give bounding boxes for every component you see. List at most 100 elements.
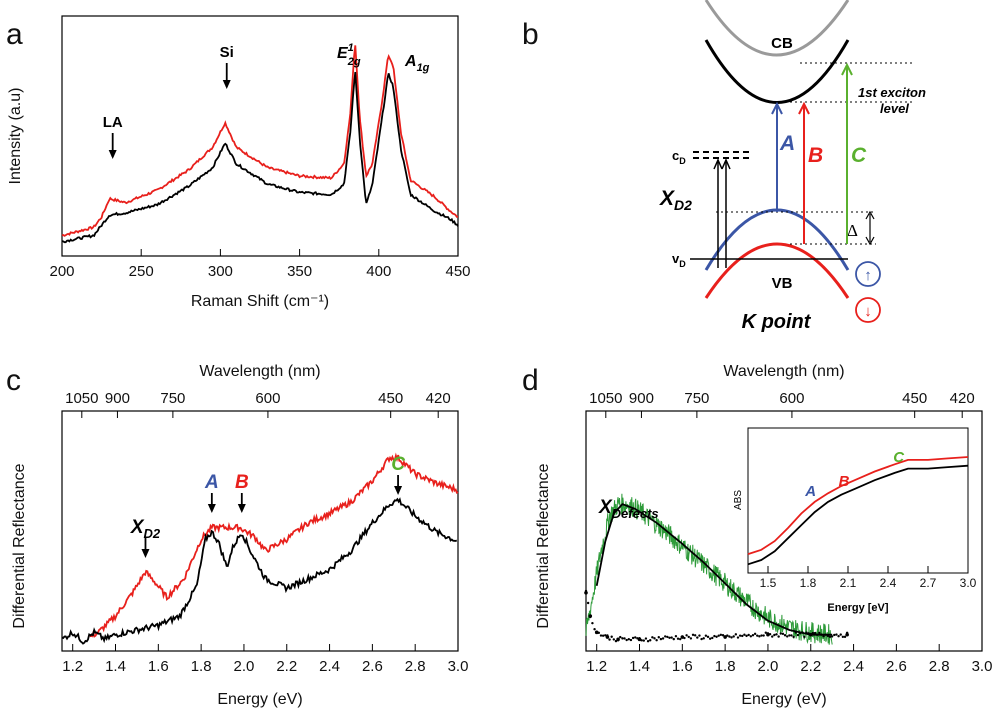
data-point: [798, 631, 802, 635]
y-axis-title: Differential Reflectance: [535, 463, 552, 628]
data-point: [700, 637, 703, 641]
data-point: [792, 635, 795, 639]
delta-label: Δ: [847, 221, 858, 240]
transition-a-head: [771, 101, 783, 115]
x-tick-label: 2.0: [234, 658, 255, 675]
x-tick-label: 250: [129, 263, 154, 280]
top-tick-label: 1050: [589, 390, 622, 407]
peak-label-a1g: A1g: [404, 53, 430, 74]
data-point: [708, 637, 712, 640]
data-point: [738, 634, 742, 637]
top-tick-label: 750: [160, 390, 185, 407]
annotation-main: X: [130, 517, 145, 538]
data-point: [775, 633, 778, 636]
x-ticks: 1.2 1.4 1.6 1.8 2.0 2.2 2.4 2.6 2.8 3.0: [586, 644, 992, 675]
x-tick-label: 1.4: [629, 658, 650, 675]
data-point: [813, 631, 817, 635]
data-point: [777, 635, 780, 638]
top-axis-title: Wavelength (nm): [199, 363, 320, 380]
exciton-label-line2: level: [880, 101, 909, 116]
k-point-label: K point: [742, 311, 812, 333]
cd-label-main: c: [672, 148, 679, 163]
xd2-arrow-2-head: [721, 158, 731, 170]
top-tick-label: 600: [255, 390, 280, 407]
series-line: [747, 456, 969, 555]
valence-band-red: [704, 242, 850, 299]
data-point: [693, 634, 697, 637]
data-point: [589, 615, 592, 619]
data-point: [822, 635, 825, 638]
data-point: [760, 634, 763, 637]
data-point: [625, 638, 628, 642]
data-point: [666, 635, 669, 639]
xd2-diagram-sub: D2: [674, 197, 692, 213]
data-point: [835, 633, 838, 636]
series-line: [595, 503, 833, 636]
top-tick-label: 1050: [65, 390, 98, 407]
peak-annotation-label: A: [204, 472, 219, 493]
panel-letter-c: c: [6, 364, 21, 397]
data-point: [779, 632, 782, 635]
data-point: [595, 630, 598, 634]
data-point: [685, 634, 688, 637]
band-diagram: CB 1st exciton level Δ VB cD vD XD2 A B: [659, 0, 926, 333]
x-tick-label: 3.0: [960, 576, 977, 590]
x-tick-label: 1.8: [715, 658, 736, 675]
data-point: [826, 634, 830, 638]
data-point: [726, 634, 729, 637]
data-point: [781, 632, 785, 636]
inset-y-axis-title: ABS: [733, 490, 744, 510]
data-point: [820, 633, 823, 636]
x-tick-label: 400: [366, 263, 391, 280]
data-point: [803, 635, 806, 639]
data-point: [824, 633, 827, 636]
data-point: [696, 636, 699, 639]
inset-x-axis-title: Energy [eV]: [827, 602, 888, 614]
vd-label-main: v: [672, 251, 680, 266]
x-tick-label: 1.4: [105, 658, 126, 675]
data-point: [612, 638, 616, 641]
x-tick-label: 350: [287, 263, 312, 280]
x-tick-label: 1.5: [760, 576, 777, 590]
data-point: [631, 636, 635, 640]
peak-arrow-head: [207, 504, 216, 513]
data-point: [745, 634, 748, 638]
data-point: [756, 634, 759, 637]
data-point: [672, 637, 675, 641]
data-point: [815, 633, 819, 636]
top-tick-label: 420: [950, 390, 975, 407]
data-point: [749, 635, 753, 638]
data-point: [764, 631, 768, 634]
data-point: [651, 636, 654, 639]
y-axis-title: Differential Reflectance: [11, 463, 28, 628]
data-point: [719, 633, 723, 637]
data-point: [636, 637, 639, 640]
data-point: [771, 635, 774, 638]
x-tick-label: 2.4: [843, 658, 864, 675]
data-point: [811, 631, 815, 635]
exciton-label-line1: 1st exciton: [858, 85, 926, 100]
data-point: [698, 634, 701, 637]
data-point: [687, 635, 690, 639]
data-point: [659, 637, 663, 641]
transition-a-label: A: [779, 132, 795, 155]
x-tick-label: 2.1: [840, 576, 857, 590]
data-point: [599, 634, 603, 637]
x-tick-label: 2.6: [886, 658, 907, 675]
series-line: [61, 497, 458, 645]
x-tick-label: 2.4: [880, 576, 897, 590]
x-tick-label: 2.2: [800, 658, 821, 675]
reflectance-chart-d: 1.2 1.4 1.6 1.8 2.0 2.2 2.4 2.6 2.8 3.0 1050 900 75…: [535, 363, 992, 708]
top-wavelength-ticks: 1050 900 750 600 450 420: [589, 390, 975, 418]
x-tick-label: 1.2: [586, 658, 607, 675]
data-point: [689, 637, 693, 640]
series-group: [61, 45, 459, 244]
x-tick-label: 2.8: [405, 658, 426, 675]
top-tick-label: 750: [684, 390, 709, 407]
data-point: [741, 634, 744, 638]
peak-label-a1g-main: A: [404, 53, 417, 70]
data-point: [828, 635, 832, 638]
data-point: [664, 635, 667, 638]
peak-annotation-label: XD2: [130, 517, 161, 541]
